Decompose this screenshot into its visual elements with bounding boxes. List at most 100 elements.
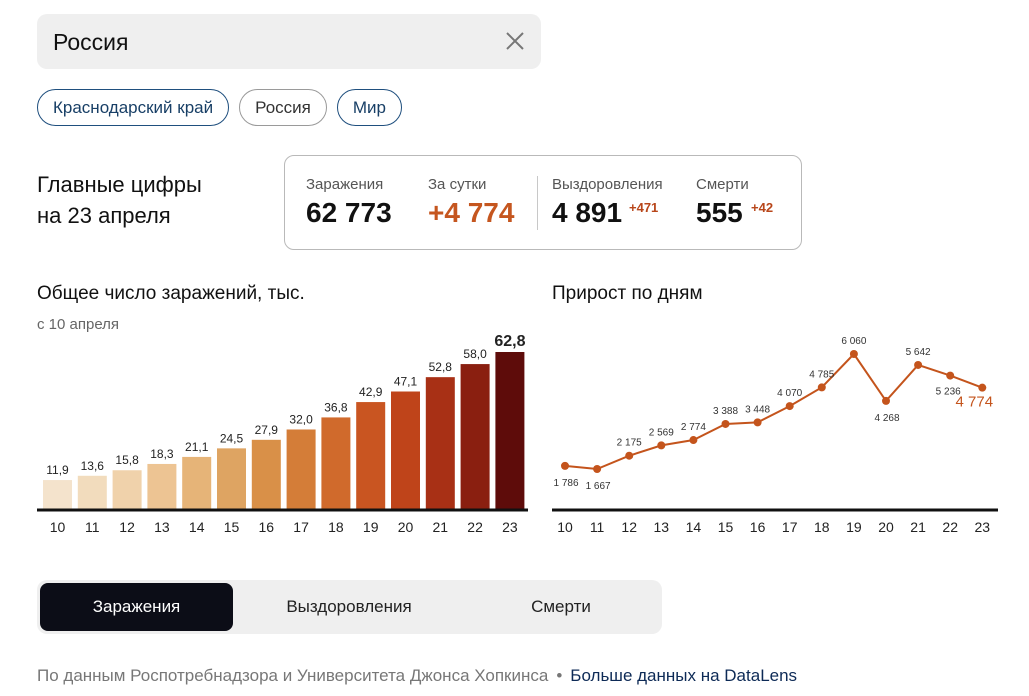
- bar-value-label: 36,8: [324, 400, 348, 414]
- summary-title: Главные цифры на 23 апреля: [37, 169, 202, 231]
- data-point: [785, 402, 794, 411]
- x-tick-label: 11: [590, 519, 605, 535]
- x-tick-label: 15: [224, 519, 240, 535]
- x-tick-label: 22: [942, 519, 958, 535]
- bar-value-label: 13,6: [81, 459, 105, 473]
- x-tick-label: 20: [878, 519, 894, 535]
- clear-icon[interactable]: [501, 27, 529, 55]
- bar: [321, 417, 351, 510]
- bar-value-label: 11,9: [46, 463, 69, 477]
- tab-deaths[interactable]: Смерти: [531, 597, 591, 616]
- data-point: [625, 451, 634, 460]
- point-value-label: 4 774: [956, 394, 994, 411]
- x-tick-label: 13: [654, 519, 670, 535]
- data-point: [657, 441, 666, 450]
- total-chart-title: Общее число заражений, тыс.: [37, 283, 305, 304]
- x-tick-label: 21: [433, 519, 449, 535]
- daily-growth-chart: 1 786 10 1 667 11 2 175 12 2 569 13 2 774 14 3 388…: [552, 336, 998, 535]
- bar-value-label: 15,8: [115, 453, 139, 467]
- daily-chart-title: Прирост по дням: [552, 283, 703, 304]
- chip-russia[interactable]: Россия: [239, 89, 327, 126]
- region-chips: Краснодарский край Россия Мир: [37, 89, 402, 126]
- data-point: [946, 371, 955, 380]
- bar: [495, 352, 525, 510]
- point-value-label: 6 060: [841, 336, 866, 347]
- stat-recovered-value: 4 891: [552, 197, 623, 228]
- x-tick-label: 23: [502, 519, 518, 535]
- summary-title-line1: Главные цифры: [37, 172, 202, 197]
- stat-deaths: Смерти 555: [696, 176, 749, 229]
- chip-world[interactable]: Мир: [336, 89, 402, 126]
- data-point: [721, 419, 730, 428]
- x-tick-label: 12: [119, 519, 135, 535]
- bar: [391, 391, 420, 510]
- tab-recovered[interactable]: Выздоровления: [286, 597, 412, 616]
- data-point: [849, 350, 858, 358]
- bar: [182, 456, 212, 510]
- x-tick-label: 12: [621, 519, 637, 535]
- x-tick-label: 16: [750, 519, 766, 535]
- point-value-label: 2 774: [681, 422, 706, 433]
- point-value-label: 3 448: [745, 404, 770, 415]
- x-tick-label: 16: [259, 519, 275, 535]
- data-point: [753, 418, 762, 427]
- data-point: [914, 360, 923, 369]
- chip-krasnodar[interactable]: Краснодарский край: [37, 89, 230, 126]
- x-tick-label: 15: [718, 519, 734, 535]
- data-point: [978, 383, 987, 392]
- search-bar[interactable]: Россия: [37, 14, 541, 69]
- bar: [43, 480, 72, 510]
- summary-title-date: на 23 апреля: [37, 203, 171, 228]
- stat-infections: Заражения 62 773: [306, 176, 392, 229]
- point-value-label: 2 569: [649, 427, 674, 438]
- footer-separator: •: [556, 666, 563, 685]
- stat-per-day: За сутки +4 774: [428, 176, 514, 229]
- data-point: [593, 465, 602, 473]
- x-tick-label: 10: [50, 519, 66, 535]
- point-value-label: 4 070: [777, 388, 802, 399]
- x-tick-label: 19: [846, 519, 862, 535]
- bar-value-label: 58,0: [463, 347, 487, 361]
- stats-divider: [537, 176, 538, 230]
- x-tick-label: 23: [975, 519, 991, 535]
- x-tick-label: 20: [398, 519, 414, 535]
- bar-value-label: 62,8: [494, 333, 525, 350]
- stat-deaths-delta: +42: [751, 200, 774, 215]
- bar-value-label: 18,3: [150, 447, 174, 461]
- bar: [112, 470, 142, 510]
- x-tick-label: 17: [293, 519, 309, 535]
- x-tick-label: 11: [85, 519, 100, 535]
- point-value-label: 4 268: [874, 413, 899, 424]
- stat-infections-value: 62 773: [306, 197, 392, 228]
- point-value-label: 5 236: [936, 387, 961, 398]
- stat-deaths-value: 555: [696, 197, 743, 228]
- stat-per-day-value: +4 774: [428, 197, 515, 228]
- data-point: [561, 461, 569, 470]
- data-point: [689, 436, 698, 445]
- point-value-label: 2 175: [617, 438, 642, 449]
- stat-recovered-delta: +471: [629, 200, 659, 215]
- bar-value-label: 24,5: [220, 431, 244, 445]
- bar: [460, 364, 490, 510]
- stats-card: Заражения 62 773 За сутки +4 774 Выздоро…: [284, 155, 802, 250]
- total-chart-subtitle: с 10 апреля: [37, 316, 120, 333]
- stat-deaths-label: Смерти: [696, 176, 749, 193]
- bar-value-label: 21,1: [185, 440, 209, 454]
- x-tick-label: 19: [363, 519, 379, 535]
- datalens-link[interactable]: Больше данных на DataLens: [570, 666, 798, 685]
- daily-series-line: [564, 352, 983, 471]
- bar: [425, 377, 455, 510]
- search-input[interactable]: Россия: [53, 29, 129, 55]
- bar: [147, 463, 177, 510]
- tab-infections[interactable]: Заражения: [40, 583, 233, 631]
- data-point: [817, 383, 826, 392]
- stat-recovered-label: Выздоровления: [552, 176, 663, 193]
- point-value-label: 1 786: [553, 478, 578, 489]
- bar-value-label: 32,0: [289, 412, 313, 426]
- footer-source: По данным Роспотребнадзора и Университет…: [37, 666, 549, 685]
- footer: По данным Роспотребнадзора и Университет…: [37, 666, 797, 686]
- x-tick-label: 21: [910, 519, 926, 535]
- bar: [251, 439, 281, 510]
- x-tick-label: 22: [467, 519, 483, 535]
- x-tick-label: 18: [328, 519, 344, 535]
